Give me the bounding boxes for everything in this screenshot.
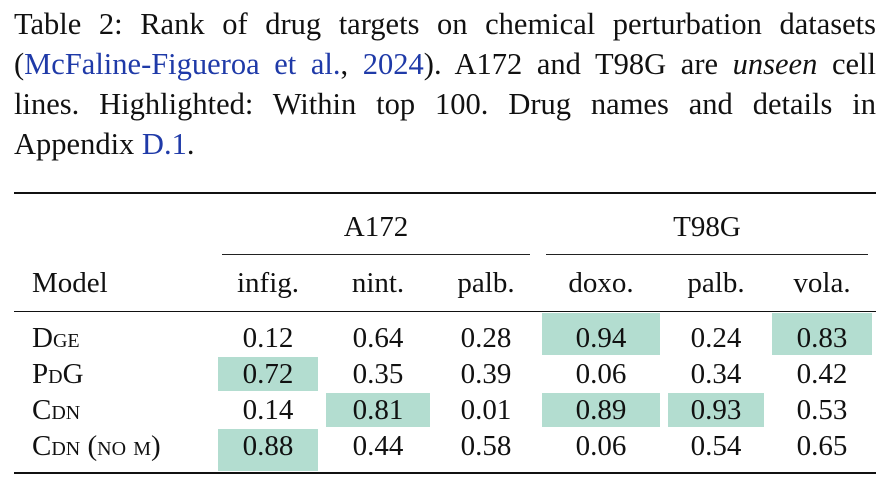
table-cell: 0.28: [460, 321, 512, 354]
column-header-infig: infig.: [236, 266, 300, 299]
table-cell: 0.12: [242, 321, 294, 354]
table-cell: 0.53: [796, 393, 848, 426]
model-name: Dge: [32, 321, 80, 354]
highlight-background: [772, 313, 873, 355]
highlight-background: [218, 429, 318, 471]
table-cell: 0.06: [575, 357, 627, 390]
group-underline-a172: [222, 254, 530, 255]
appendix-ref-link[interactable]: D.1: [141, 127, 187, 161]
table-cell: 0.58: [460, 429, 512, 462]
group-label-t98g: T98G: [673, 211, 741, 243]
group-header-row: A172 T98G: [14, 193, 877, 255]
column-header-model: Model: [32, 266, 108, 299]
table-cell: 0.01: [460, 393, 512, 426]
column-header-row: Model infig. nint. palb. doxo. palb. vol…: [14, 255, 876, 312]
table-cell: 0.35: [352, 357, 404, 390]
caption-label: Table 2:: [14, 7, 123, 41]
group-label-a172: A172: [343, 211, 409, 243]
table-caption: Table 2: Rank of drug targets on chemica…: [14, 4, 876, 164]
citation-separator: ,: [340, 47, 363, 81]
table-cell: 0.14: [242, 393, 294, 426]
table-cell: 0.06: [575, 429, 627, 462]
column-header-vola: vola.: [793, 266, 851, 299]
column-header-doxo: doxo.: [568, 266, 634, 299]
table-cell-highlighted: 0.83: [768, 312, 876, 357]
column-header-palb-t98g: palb.: [687, 266, 745, 299]
highlight-background: [668, 393, 764, 427]
table-row: PdG 0.72 0.35 0.39 0.06 0.34 0.42: [14, 356, 876, 392]
table-row: Cdn 0.14 0.81 0.01 0.89 0.93 0.53: [14, 392, 876, 428]
citation-year-link[interactable]: 2024: [362, 47, 424, 81]
table-cell-highlighted: 0.81: [322, 392, 434, 428]
table-cell: 0.65: [796, 429, 848, 462]
highlight-background: [542, 313, 660, 355]
table-cell: 0.34: [690, 357, 742, 390]
table-cell: 0.24: [690, 321, 742, 354]
model-name: Cdn: [32, 393, 81, 426]
caption-text-4: .: [186, 127, 195, 161]
group-header-t98g: T98G: [538, 193, 876, 255]
table-cell: 0.64: [352, 321, 404, 354]
table-row: Dge 0.12 0.64 0.28 0.94 0.24 0.83: [14, 311, 877, 357]
highlight-background: [326, 393, 430, 427]
caption-text-3: cell lines. Highlighted: Within top 100.…: [14, 47, 876, 161]
caption-text-2: ). A172 and T98G are: [423, 47, 733, 81]
table-cell-highlighted: 0.72: [214, 356, 322, 392]
group-header-empty: [14, 193, 214, 255]
citation-authors-link[interactable]: McFaline-Figueroa et al.: [24, 47, 341, 81]
table-cell-highlighted: 0.88: [214, 428, 322, 473]
highlight-background: [218, 357, 318, 391]
model-name: PdG: [32, 357, 84, 390]
table-cell-highlighted: 0.93: [664, 392, 768, 428]
table-cell: 0.54: [690, 429, 742, 462]
column-header-nint: nint.: [351, 266, 405, 299]
caption-emphasis: unseen: [732, 47, 818, 81]
highlight-background: [542, 393, 660, 427]
model-name: Cdn (no μ): [32, 429, 161, 462]
table-cell: 0.44: [352, 429, 404, 462]
column-header-palb-a172: palb.: [457, 266, 515, 299]
table-cell: 0.42: [796, 357, 848, 390]
table-cell: 0.39: [460, 357, 512, 390]
table-cell-highlighted: 0.94: [538, 312, 664, 357]
results-table: A172 T98G Model infig. nint. palb. doxo.…: [14, 192, 877, 474]
table-cell-highlighted: 0.89: [538, 392, 664, 428]
results-table-wrapper: A172 T98G Model infig. nint. palb. doxo.…: [14, 192, 877, 474]
group-header-a172: A172: [214, 193, 538, 255]
caption-text-1: Rank of drug targets on chemical perturb…: [14, 7, 876, 81]
group-underline-t98g: [546, 254, 869, 255]
table-row: Cdn (no μ) 0.88 0.44 0.58 0.06 0.54 0.65: [14, 428, 877, 473]
